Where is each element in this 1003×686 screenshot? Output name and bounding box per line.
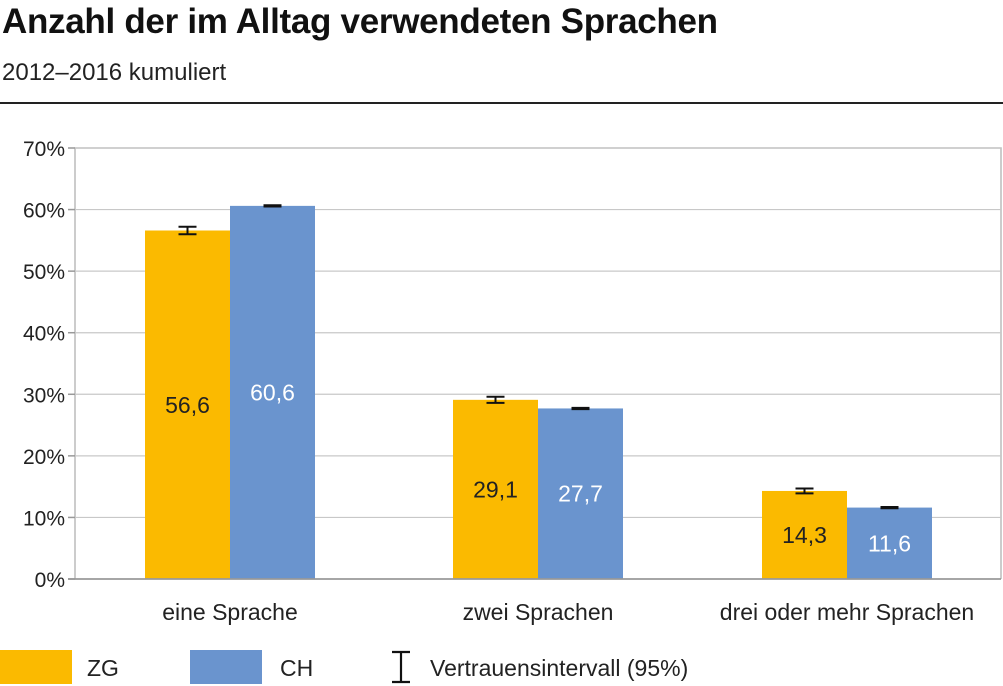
data-label-CH: 27,7	[558, 481, 603, 507]
category-label: zwei Sprachen	[463, 599, 614, 625]
chart-subtitle: 2012–2016 kumuliert	[2, 59, 227, 86]
category-label: drei oder mehr Sprachen	[720, 599, 974, 625]
error-bar	[795, 487, 814, 495]
y-tick-label: 0%	[35, 569, 65, 592]
confidence-interval-icon	[392, 650, 410, 684]
chart-title: Anzahl der im Alltag verwendeten Sprache…	[2, 2, 718, 41]
y-tick-label: 20%	[23, 446, 65, 469]
legend-label-ZG: ZG	[87, 655, 119, 681]
legend-label-ci: Vertrauensintervall (95%)	[430, 655, 688, 681]
legend-swatch-ZG	[0, 650, 72, 684]
category-label: eine Sprache	[162, 599, 298, 625]
title-divider	[0, 102, 1003, 104]
gridlines	[74, 147, 1002, 579]
bar-ZG	[453, 399, 538, 579]
y-axis: 0% 10% 20% 30% 40% 50% 60% 70%	[23, 138, 75, 592]
data-label-ZG: 14,3	[782, 522, 827, 548]
data-label-CH: 11,6	[868, 530, 911, 556]
y-tick-label: 30%	[23, 384, 65, 407]
y-tick-label: 10%	[23, 507, 65, 530]
x-axis: eine Sprache zwei Sprachen drei oder mehr …	[68, 578, 1001, 625]
bar-ZG	[145, 230, 230, 579]
y-tick-label: 70%	[23, 138, 65, 161]
error-bar	[486, 395, 505, 404]
error-bar	[880, 505, 899, 510]
bars	[145, 205, 932, 579]
data-label-ZG: 29,1	[473, 476, 518, 502]
y-tick-label: 40%	[23, 323, 65, 346]
bar-ZG	[762, 490, 847, 579]
error-bar	[571, 406, 590, 411]
legend-label-CH: CH	[280, 655, 313, 681]
bar-CH	[847, 507, 932, 579]
data-label-ZG: 56,6	[165, 392, 210, 418]
error-bars	[178, 204, 899, 510]
y-tick-label: 50%	[23, 261, 65, 284]
data-label-CH: 60,6	[250, 379, 295, 405]
error-bar	[178, 225, 197, 236]
bar-CH	[538, 408, 623, 579]
legend-swatch-CH	[190, 650, 262, 684]
bar-CH	[230, 205, 315, 579]
legend: ZG CH Vertrauensintervall (95%)	[0, 650, 688, 684]
y-tick-label: 60%	[23, 200, 65, 223]
data-labels: 56,6 29,1 14,3 60,6 27,7 11,6	[165, 379, 911, 556]
error-bar	[263, 204, 282, 208]
